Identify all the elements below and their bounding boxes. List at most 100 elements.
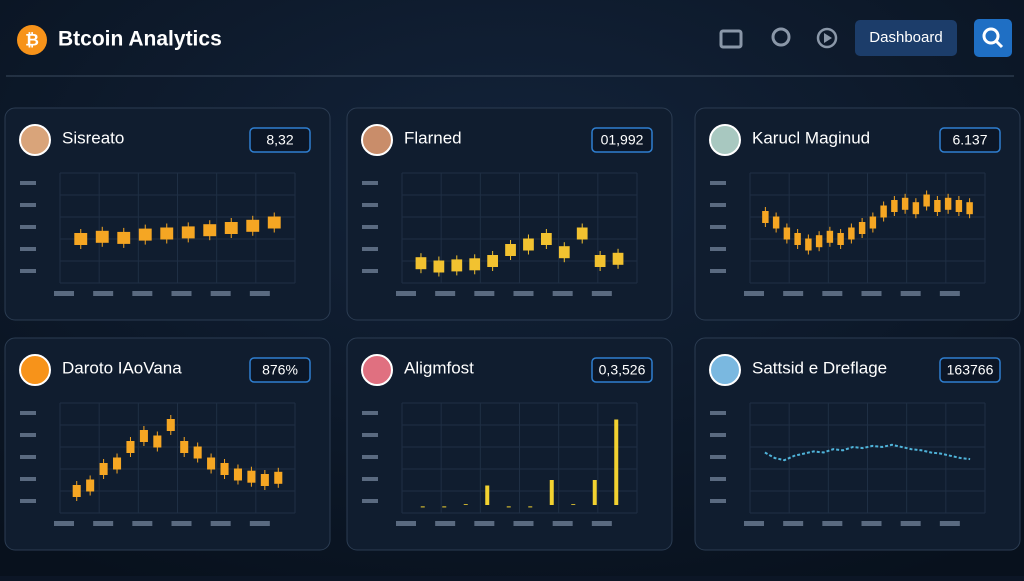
card-frame xyxy=(694,337,1021,551)
icon-play[interactable] xyxy=(816,27,838,49)
axis-label-placeholder xyxy=(93,291,114,296)
candle xyxy=(576,227,588,240)
axis-label-placeholder xyxy=(861,291,882,296)
candle xyxy=(181,226,195,239)
axis-label-placeholder xyxy=(783,521,804,526)
axis-label-placeholder xyxy=(362,455,378,459)
axis-label-placeholder xyxy=(710,203,726,207)
candle xyxy=(487,255,498,267)
axis-label-placeholder xyxy=(20,247,36,251)
axis-label-placeholder xyxy=(362,499,378,503)
candle xyxy=(153,435,162,448)
axis-label-placeholder xyxy=(435,291,456,296)
value-badge-label: 876% xyxy=(262,362,298,378)
candle xyxy=(260,474,269,486)
bar xyxy=(506,506,511,508)
candle xyxy=(891,200,898,212)
axis-label-placeholder xyxy=(710,225,726,229)
avatar xyxy=(709,354,741,386)
candle xyxy=(233,468,242,481)
axis-label-placeholder xyxy=(362,477,378,481)
card-title: Daroto IAoVana xyxy=(62,358,182,377)
axis-label-placeholder xyxy=(20,225,36,229)
candle xyxy=(95,230,109,243)
axis-label-placeholder xyxy=(744,291,764,296)
axis-label-placeholder xyxy=(132,521,153,526)
candle xyxy=(558,246,570,259)
candle xyxy=(772,216,780,229)
candle xyxy=(72,485,81,497)
candle xyxy=(858,222,866,234)
axis-label-placeholder xyxy=(939,521,960,526)
dashboard-button-label: Dashboard xyxy=(869,29,942,46)
axis-label-placeholder xyxy=(171,291,192,296)
candle xyxy=(451,259,463,272)
value-badge xyxy=(591,127,653,153)
value-badge xyxy=(249,127,311,153)
axis-label-placeholder xyxy=(900,291,921,296)
candle xyxy=(869,216,877,229)
candle xyxy=(923,194,930,207)
candle xyxy=(541,233,552,245)
axis-label-placeholder xyxy=(210,291,231,296)
bar xyxy=(549,480,554,505)
axis-label-placeholder xyxy=(710,477,726,481)
bar xyxy=(442,506,447,508)
card-frame xyxy=(694,107,1021,321)
card: Daroto IAoVana 876% xyxy=(4,337,331,551)
axis-label-placeholder xyxy=(783,291,804,296)
axis-label-placeholder xyxy=(20,455,36,459)
candle xyxy=(505,244,516,256)
axis-label-placeholder xyxy=(132,291,153,296)
candle xyxy=(944,197,952,210)
value-badge-label: 163766 xyxy=(947,362,994,378)
value-badge-label: 8,32 xyxy=(266,132,293,148)
dashboard-button[interactable] xyxy=(855,20,957,56)
search-button[interactable] xyxy=(974,19,1012,57)
axis-label-placeholder xyxy=(249,291,270,296)
candle xyxy=(138,228,152,241)
candle xyxy=(433,260,445,273)
candle xyxy=(880,205,887,218)
candle xyxy=(99,463,108,475)
axis-label-placeholder xyxy=(710,499,726,503)
candle xyxy=(139,430,148,442)
axis-label-placeholder xyxy=(20,181,36,185)
value-badge-label: 01,992 xyxy=(601,132,644,148)
axis-label-placeholder xyxy=(93,521,114,526)
axis-label-placeholder xyxy=(710,411,726,415)
axis-label-placeholder xyxy=(20,269,36,273)
candle xyxy=(955,200,963,212)
avatar xyxy=(19,124,51,156)
card: Aligmfost 0,3,526 xyxy=(346,337,673,551)
card-title: Sisreato xyxy=(62,128,124,147)
candle xyxy=(267,216,281,229)
candle xyxy=(74,233,88,245)
axis-label-placeholder xyxy=(591,291,612,296)
axis-label-placeholder xyxy=(710,181,726,185)
axis-label-placeholder xyxy=(362,411,378,415)
icon-stats[interactable] xyxy=(719,29,743,49)
candle xyxy=(160,227,174,240)
axis-label-placeholder xyxy=(20,499,36,503)
value-badge xyxy=(939,357,1001,383)
search-icon-handle xyxy=(994,39,1004,49)
axis-label-placeholder xyxy=(710,455,726,459)
candle xyxy=(203,224,217,237)
candle xyxy=(469,258,481,271)
bar xyxy=(485,485,490,505)
value-badge xyxy=(591,357,653,383)
axis-label-placeholder xyxy=(171,521,192,526)
card: Flarned 01,992 xyxy=(346,107,673,321)
candle xyxy=(794,233,801,245)
candle xyxy=(594,255,606,267)
axis-label-placeholder xyxy=(362,269,378,273)
icon-zoom[interactable] xyxy=(771,27,791,47)
axis-label-placeholder xyxy=(744,521,764,526)
value-badge xyxy=(939,127,1001,153)
value-badge-label: 0,3,526 xyxy=(599,362,646,378)
axis-label-placeholder xyxy=(710,247,726,251)
axis-label-placeholder xyxy=(552,521,573,526)
axis-label-placeholder xyxy=(362,225,378,229)
